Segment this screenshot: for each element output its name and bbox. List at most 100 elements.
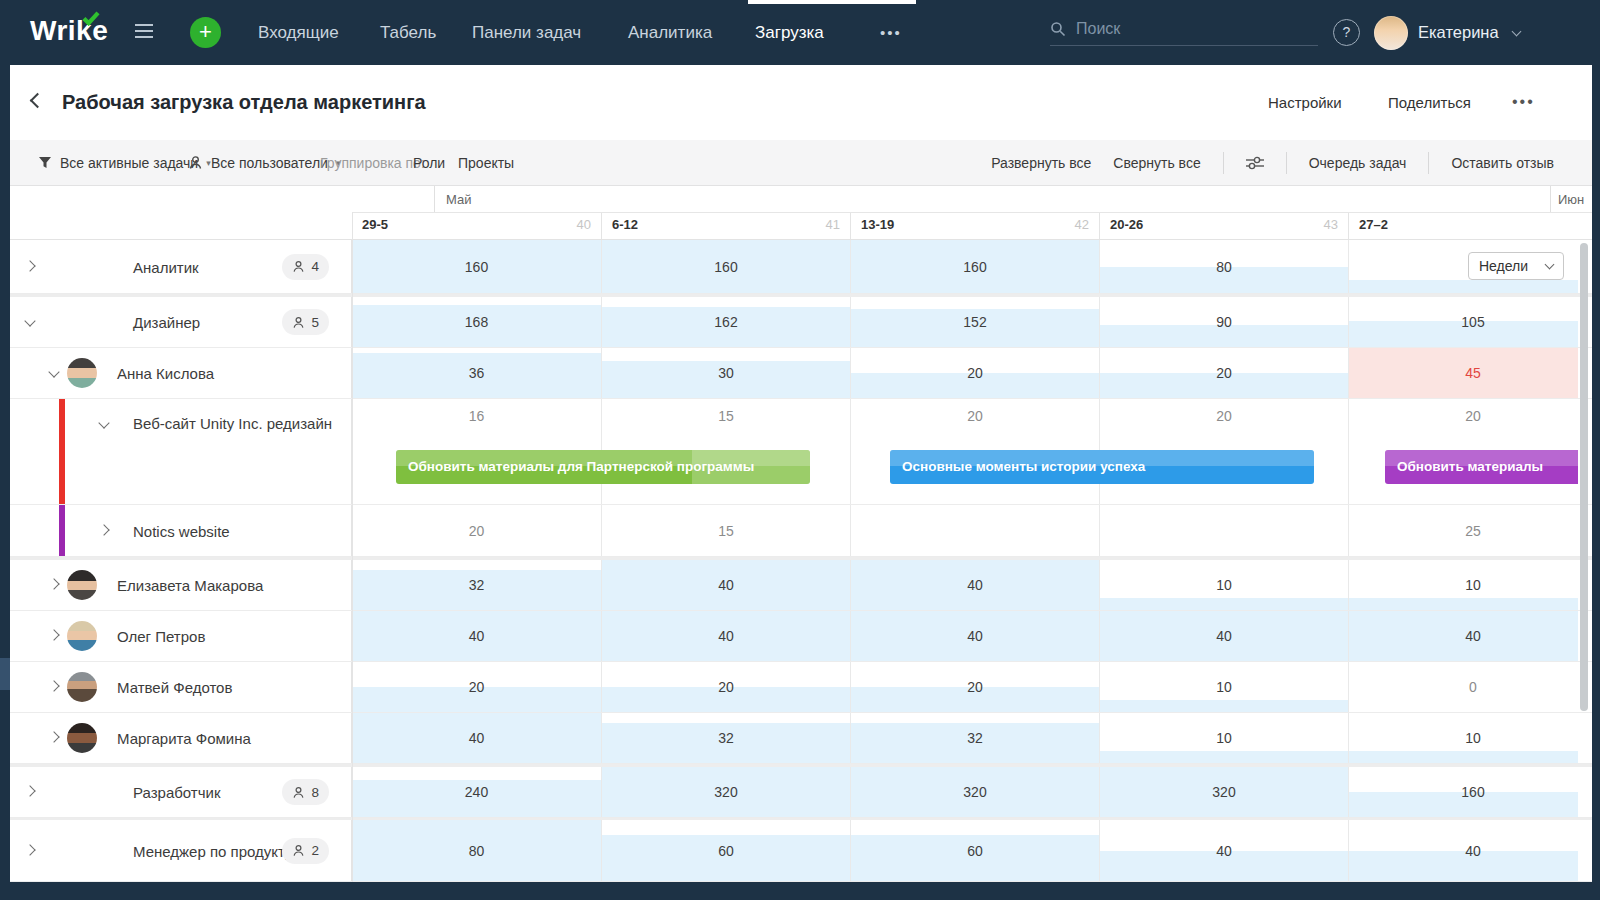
workload-cell[interactable]: 20 bbox=[850, 662, 1099, 712]
workload-cell[interactable]: 40 bbox=[352, 713, 601, 763]
task-queue-button[interactable]: Очередь задач bbox=[1309, 155, 1407, 171]
row-header[interactable]: Разработчик 8 bbox=[10, 767, 352, 817]
workload-cell[interactable] bbox=[850, 505, 1099, 556]
row-header[interactable]: Елизавета Макарова bbox=[10, 560, 352, 610]
workload-cell[interactable]: 160 bbox=[352, 240, 601, 293]
chevron-right-icon[interactable] bbox=[98, 524, 109, 535]
week-header-cell[interactable]: 13-1942 bbox=[850, 213, 1099, 239]
expand-all-button[interactable]: Развернуть все bbox=[991, 155, 1091, 171]
workload-cell[interactable]: 40 bbox=[601, 560, 850, 610]
workload-cell[interactable]: 160 bbox=[601, 240, 850, 293]
row-header[interactable]: Аналитик 4 bbox=[10, 240, 352, 293]
row-header[interactable]: Маргарита Фомина bbox=[10, 713, 352, 763]
workload-cell[interactable]: 152 bbox=[850, 297, 1099, 347]
row-header[interactable]: Анна Кислова bbox=[10, 348, 352, 398]
row-header[interactable]: Веб-сайт Unity Inc. редизайн bbox=[10, 399, 352, 504]
nav-tab-inbox[interactable]: Входящие bbox=[258, 23, 339, 43]
users-filter-dropdown[interactable]: Все пользователи▾ bbox=[188, 155, 340, 171]
workload-cell[interactable]: 40 bbox=[601, 611, 850, 661]
nav-tab-dashboards[interactable]: Панели задач bbox=[472, 23, 581, 43]
feedback-button[interactable]: Оставить отзыв bbox=[1451, 155, 1554, 171]
workload-cell[interactable] bbox=[1099, 505, 1348, 556]
nav-tab-analytics[interactable]: Аналитика bbox=[628, 23, 712, 43]
workload-cell[interactable]: 32 bbox=[850, 713, 1099, 763]
workload-cell[interactable]: 25 bbox=[1348, 505, 1578, 556]
group-by-projects[interactable]: Проекты bbox=[458, 155, 514, 171]
workload-cell[interactable]: 0 bbox=[1348, 662, 1578, 712]
group-by-roles[interactable]: Роли bbox=[413, 155, 445, 171]
workload-cell[interactable]: 10 bbox=[1348, 560, 1578, 610]
workload-cell[interactable]: 320 bbox=[1099, 767, 1348, 817]
search-box[interactable] bbox=[1050, 20, 1318, 46]
workload-cell[interactable]: 162 bbox=[601, 297, 850, 347]
timescale-dropdown[interactable]: Недели bbox=[1468, 252, 1564, 280]
workload-cell[interactable]: 240 bbox=[352, 767, 601, 817]
workload-cell[interactable]: 36 bbox=[352, 348, 601, 398]
row-header[interactable]: Notics website bbox=[10, 505, 352, 556]
week-header-cell[interactable]: 20-2643 bbox=[1099, 213, 1348, 239]
workload-cell[interactable]: 40 bbox=[352, 611, 601, 661]
tasks-filter-dropdown[interactable]: Все активные задачи▾ bbox=[38, 155, 211, 171]
workload-cell[interactable]: 40 bbox=[850, 560, 1099, 610]
workload-cell[interactable]: 10 bbox=[1348, 713, 1578, 763]
workload-cell[interactable]: 40 bbox=[1099, 611, 1348, 661]
week-header-cell[interactable]: 27–2 bbox=[1348, 213, 1578, 239]
task-bar-blue[interactable]: Основные моменты истории успеха bbox=[890, 450, 1314, 484]
workload-cell[interactable]: 60 bbox=[601, 820, 850, 881]
workload-cell[interactable]: 60 bbox=[850, 820, 1099, 881]
workload-cell[interactable]: 40 bbox=[1348, 820, 1578, 881]
help-button[interactable]: ? bbox=[1333, 19, 1360, 46]
workload-cell[interactable]: 10 bbox=[1099, 662, 1348, 712]
workload-cell[interactable]: 20 bbox=[352, 662, 601, 712]
workload-cell[interactable]: 40 bbox=[1348, 611, 1578, 661]
workload-cell[interactable]: 32 bbox=[601, 713, 850, 763]
workload-cell[interactable]: 80 bbox=[1099, 240, 1348, 293]
week-header-cell[interactable]: 6-1241 bbox=[601, 213, 850, 239]
sliders-icon[interactable] bbox=[1246, 156, 1264, 170]
workload-cell[interactable]: 40 bbox=[1099, 820, 1348, 881]
chevron-down-icon[interactable] bbox=[48, 366, 59, 377]
workload-cell[interactable]: 320 bbox=[601, 767, 850, 817]
chevron-right-icon[interactable] bbox=[24, 260, 35, 271]
chevron-down-icon[interactable] bbox=[24, 315, 35, 326]
task-bar-green[interactable]: Обновить материалы для Партнерской прогр… bbox=[396, 450, 810, 484]
chevron-right-icon[interactable] bbox=[48, 731, 59, 742]
share-button[interactable]: Поделиться bbox=[1388, 94, 1471, 111]
collapse-all-button[interactable]: Свернуть все bbox=[1113, 155, 1200, 171]
chevron-right-icon[interactable] bbox=[48, 629, 59, 640]
workload-cell-overload[interactable]: 45 bbox=[1348, 348, 1578, 398]
chevron-right-icon[interactable] bbox=[48, 578, 59, 589]
workload-cell[interactable]: 80 bbox=[352, 820, 601, 881]
wrike-logo[interactable]: Wrike bbox=[30, 15, 108, 47]
search-input[interactable] bbox=[1076, 20, 1296, 38]
workload-cell[interactable]: 15 bbox=[601, 505, 850, 556]
chevron-right-icon[interactable] bbox=[48, 680, 59, 691]
workload-cell[interactable]: 90 bbox=[1099, 297, 1348, 347]
workload-cell[interactable]: 20 bbox=[352, 505, 601, 556]
workload-cell[interactable]: 10 bbox=[1099, 560, 1348, 610]
task-bar-purple[interactable]: Обновить материалы bbox=[1385, 450, 1578, 484]
workload-cell[interactable]: 30 bbox=[601, 348, 850, 398]
workload-cell[interactable]: 20 bbox=[1099, 348, 1348, 398]
chevron-down-icon[interactable] bbox=[98, 417, 109, 428]
workload-cell[interactable]: 10 bbox=[1099, 713, 1348, 763]
week-header-cell[interactable]: 29-540 bbox=[352, 213, 601, 239]
back-chevron-icon[interactable] bbox=[30, 93, 46, 109]
workload-cell[interactable]: 105 bbox=[1348, 297, 1578, 347]
workload-cell[interactable]: 160 bbox=[1348, 767, 1578, 817]
workload-cell[interactable]: 40 bbox=[850, 611, 1099, 661]
user-avatar[interactable] bbox=[1374, 16, 1408, 50]
vertical-scrollbar[interactable] bbox=[1580, 243, 1588, 711]
workload-cell[interactable]: 20 bbox=[601, 662, 850, 712]
workload-cell[interactable]: 20 bbox=[850, 348, 1099, 398]
nav-tab-timesheet[interactable]: Табель bbox=[380, 23, 436, 43]
row-header[interactable]: Матвей Федотов bbox=[10, 662, 352, 712]
row-header[interactable]: Менеджер по продукту 2 bbox=[10, 820, 352, 881]
chevron-right-icon[interactable] bbox=[24, 844, 35, 855]
add-new-button[interactable]: + bbox=[190, 17, 221, 48]
nav-tab-workload[interactable]: Загрузка bbox=[755, 23, 824, 43]
settings-button[interactable]: Настройки bbox=[1268, 94, 1342, 111]
workload-cell[interactable]: 160 bbox=[850, 240, 1099, 293]
workload-cell[interactable]: 320 bbox=[850, 767, 1099, 817]
header-more-button[interactable]: ••• bbox=[1512, 93, 1535, 111]
